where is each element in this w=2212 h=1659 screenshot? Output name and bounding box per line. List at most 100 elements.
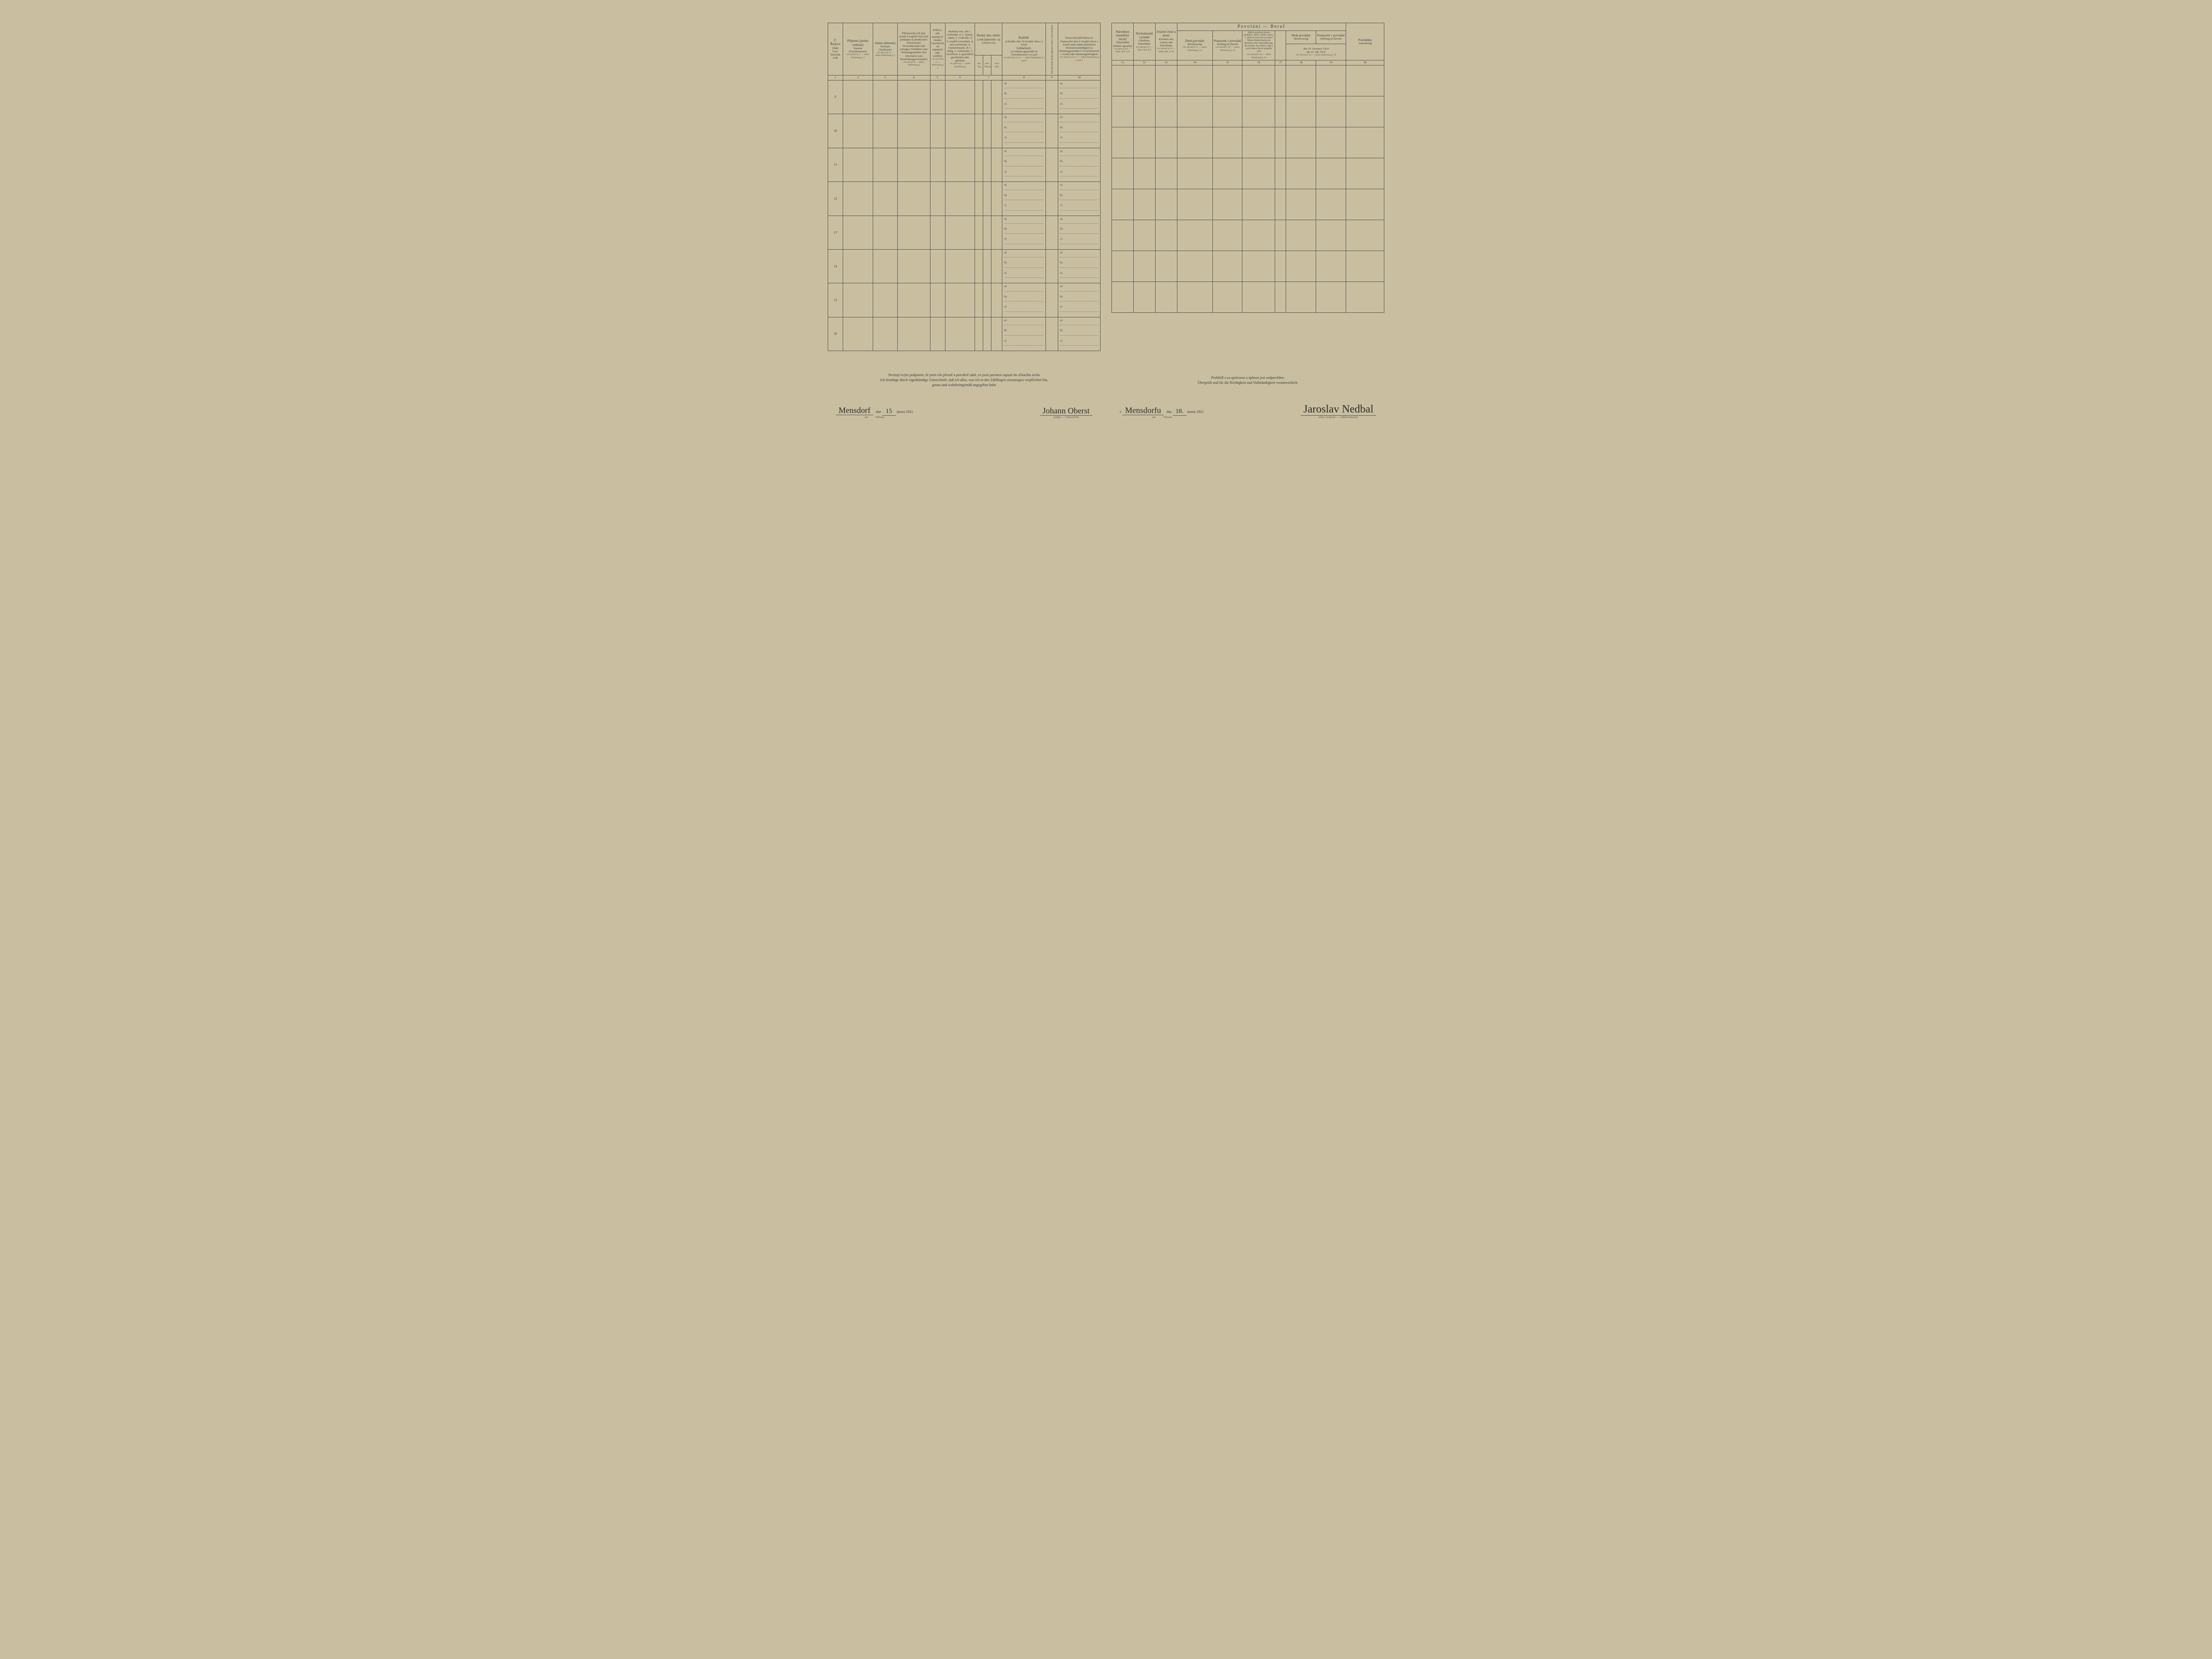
cell xyxy=(1133,65,1155,96)
abc-label: c) xyxy=(1060,271,1065,275)
c14-ref: viz návod § 11 — siehe Anleitung § 11 xyxy=(1178,46,1212,52)
col-15-header: Postavení v povolání Stellung im Berufe … xyxy=(1212,30,1242,60)
cell xyxy=(1133,251,1155,282)
abc-label: a) xyxy=(1060,217,1065,221)
abc-label: c) xyxy=(1004,170,1009,173)
table-row xyxy=(1112,127,1384,158)
col-4-header: Příbuzenský neb jiný poměr k majiteli by… xyxy=(897,23,930,75)
abc-label: b) xyxy=(1060,194,1065,197)
decl-cz: Stvrzuji svým podpisem, že jsem vše přes… xyxy=(828,373,1101,378)
col-10-header: Domovská příslušnost (a Domovská obec b … xyxy=(1058,23,1101,75)
am-label: am xyxy=(865,416,868,419)
cell xyxy=(975,317,983,351)
abc-label: b) xyxy=(1004,227,1009,231)
cell xyxy=(1046,148,1058,181)
abc-label: b) xyxy=(1060,295,1065,298)
c4-de: Verwandtschaft oder sonstiges Verhältnis… xyxy=(899,45,929,61)
c13-cz: Znalost čtení a psaní xyxy=(1156,30,1176,38)
cell xyxy=(975,80,983,114)
c1-de: Fort-laufende Zahl xyxy=(829,50,842,60)
cell xyxy=(991,249,1002,283)
c6-de: Familienstand, ob 1. ledig, 2. verheirat… xyxy=(946,46,974,63)
dotted-line xyxy=(1060,223,1098,224)
cell xyxy=(1133,96,1155,127)
c16-ref: viz návod § 13 — siehe Anleitung § 13 xyxy=(1243,53,1274,59)
abc-label: c) xyxy=(1060,170,1065,173)
abc-label: c) xyxy=(1004,136,1009,139)
cell xyxy=(1242,127,1275,158)
cell xyxy=(1346,127,1384,158)
c14-cz: Druh povolání xyxy=(1178,39,1212,43)
rmonth-cz: února xyxy=(1187,410,1196,414)
table-row xyxy=(1112,220,1384,251)
abc-label: b) xyxy=(1004,261,1009,264)
table-row: 15a)b)c)a)b)c) xyxy=(828,283,1101,317)
table-row: 16a)b)c)a)b)c) xyxy=(828,317,1101,351)
cell xyxy=(1242,158,1275,189)
ram-line: am Februar xyxy=(1120,416,1205,419)
abc-label: a) xyxy=(1004,82,1009,85)
cell xyxy=(1046,317,1058,351)
cell xyxy=(945,216,975,249)
c8-czitems: a) Rodná obec b) Soudní okres c) Země xyxy=(1003,40,1045,46)
cell xyxy=(983,114,991,148)
colnum: 10 xyxy=(1058,75,1101,80)
dotted-line xyxy=(1060,291,1098,292)
cell xyxy=(873,283,897,317)
cell xyxy=(1212,96,1242,127)
scanned-spread: Č. Řadové číslo Fort-laufende Zahl Příjm… xyxy=(815,0,1397,437)
abc-label: a) xyxy=(1004,150,1009,153)
c16-de: Nähere Bezeichnung des Betriebes (der Un… xyxy=(1243,40,1274,53)
c7-sub-c: roku Jahr xyxy=(991,55,1002,75)
abc-label: a) xyxy=(1060,251,1065,254)
cell xyxy=(1212,65,1242,96)
c20-cz: Poznámka xyxy=(1347,38,1383,42)
c5-cz: Pohlaví, zda mužské či ženské xyxy=(931,29,944,42)
dotted-line xyxy=(1004,98,1044,99)
abc-cell: a)b)c) xyxy=(1002,148,1046,181)
colnum: 20 xyxy=(1346,60,1384,65)
abc-cell: a)b)c) xyxy=(1002,249,1046,283)
dotted-line xyxy=(1004,210,1044,211)
c7-cz: Rodný den, měsíc a rok (narozen -a) xyxy=(976,34,1001,41)
cell xyxy=(1112,251,1134,282)
colnum: 14 xyxy=(1177,60,1212,65)
cell xyxy=(843,249,873,283)
dotted-line xyxy=(1060,267,1098,268)
rmonth-de: Februar xyxy=(1163,416,1172,419)
cell xyxy=(930,148,945,181)
c5-ref: viz návod § 3 — Anleitung § 3 xyxy=(931,58,944,70)
am-line: am Februar xyxy=(836,416,913,419)
abc-label: c) xyxy=(1004,271,1009,275)
cell xyxy=(975,283,983,317)
c9-cz: Od kdy (rok) bydlí zapsaná osoba v obci … xyxy=(1051,25,1053,74)
cell xyxy=(1242,96,1275,127)
cell xyxy=(1346,96,1384,127)
abc-label: c) xyxy=(1004,102,1009,106)
cell xyxy=(1286,127,1316,158)
abc-cell: a) b) c) xyxy=(1058,249,1101,283)
c15-de: Stellung im Berufe xyxy=(1214,43,1242,46)
colnum: 13 xyxy=(1155,60,1177,65)
left-place-date: Mensdorf dne 15 února 1921 am Februar xyxy=(836,406,913,419)
cell xyxy=(1346,251,1384,282)
beruf-group-header: Povolání — Beruf xyxy=(1177,23,1346,31)
cell xyxy=(1177,65,1212,96)
col-1819-sub: dne 16. července 1914 am 16. Juli 1914 v… xyxy=(1286,44,1346,60)
abc-label: b) xyxy=(1060,261,1065,264)
dotted-line xyxy=(1060,108,1098,109)
dotted-line xyxy=(1060,233,1098,234)
right-table: Národnost (mateřský jazyk) Nationalität … xyxy=(1111,23,1384,313)
abc-cell: a)b)c) xyxy=(1002,317,1046,351)
c8-de: Geburtsort: xyxy=(1003,46,1045,50)
abc-label: a) xyxy=(1004,217,1009,221)
c3-cz: Jméno (křestní) xyxy=(874,41,896,45)
cell xyxy=(1316,127,1346,158)
c12-ref: viz návod § 9 — siehe Anl. § 9 xyxy=(1135,46,1154,52)
col-20-header: Poznámka Anmerkung xyxy=(1346,23,1384,60)
c16-cz: Bližší označení závodu (podniku, ústavu,… xyxy=(1243,32,1274,40)
abc-cell: a)b)c) xyxy=(1002,114,1046,148)
c15-ref: viz návod § 12 — siehe Anleitung § 12 xyxy=(1214,46,1242,52)
col-16-header: Bližší označení závodu (podniku, ústavu,… xyxy=(1242,30,1275,60)
abc-label: b) xyxy=(1060,227,1065,231)
